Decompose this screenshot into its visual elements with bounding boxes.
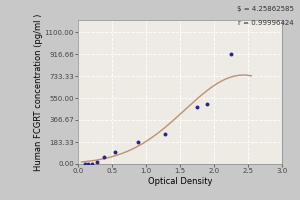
Point — [205, 102, 210, 106]
Point — [195, 105, 200, 109]
Point — [94, 160, 99, 163]
Point — [86, 162, 91, 166]
X-axis label: Optical Density: Optical Density — [148, 177, 212, 186]
Point — [163, 132, 167, 136]
Y-axis label: Human FCGRT concentration (pg/ml ): Human FCGRT concentration (pg/ml ) — [34, 13, 43, 171]
Text: r = 0.99996424: r = 0.99996424 — [238, 20, 294, 26]
Text: $ = 4.25862585: $ = 4.25862585 — [237, 6, 294, 12]
Point — [101, 155, 106, 158]
Point — [135, 140, 140, 144]
Point — [229, 52, 233, 56]
Point — [89, 162, 94, 166]
Point — [113, 150, 118, 154]
Point — [82, 162, 87, 166]
